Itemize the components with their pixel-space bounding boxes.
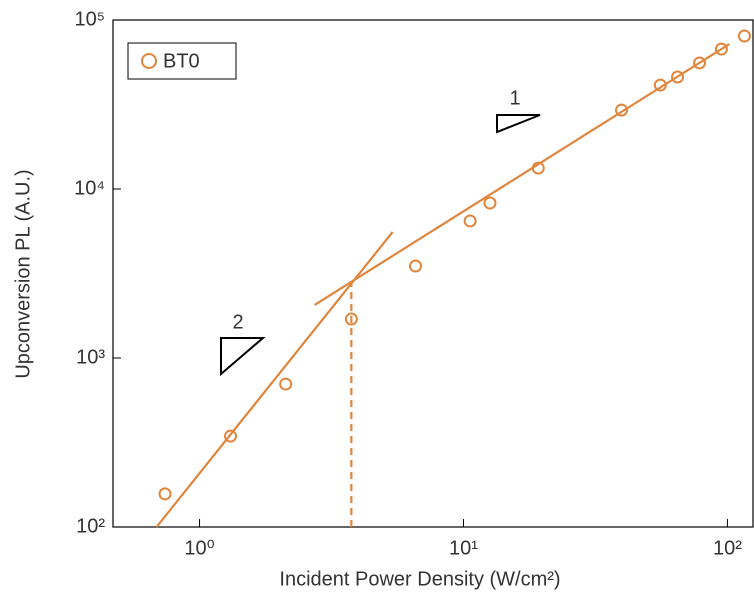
data-point — [693, 56, 707, 70]
legend-marker — [141, 53, 157, 69]
fit-line — [155, 231, 394, 528]
data-point — [714, 42, 728, 56]
data-point — [615, 103, 629, 117]
annotation: 2 — [232, 311, 243, 333]
annotation: 1 — [509, 87, 520, 109]
plot-frame — [112, 19, 754, 528]
x-tick-label: 10¹ — [449, 537, 478, 559]
slope-triangle — [496, 114, 541, 134]
legend-box — [127, 42, 237, 80]
data-point — [653, 78, 667, 92]
fit-line — [314, 43, 730, 306]
data-point — [737, 29, 751, 43]
x-tick-label: 10⁰ — [184, 537, 214, 559]
data-point — [531, 161, 545, 175]
data-point — [671, 70, 685, 84]
data-point — [409, 259, 423, 273]
x-tick-label: 10² — [713, 537, 742, 559]
y-tick-label: 10⁴ — [74, 177, 105, 199]
y-tick-label: 10⁵ — [74, 8, 105, 30]
y-tick-label: 10³ — [76, 346, 105, 368]
data-point — [483, 196, 497, 210]
data-point — [158, 487, 172, 501]
data-point — [279, 377, 293, 391]
data-point — [344, 312, 358, 326]
legend-label: BT0 — [163, 50, 200, 72]
x-axis-label: Incident Power Density (W/cm²) — [279, 568, 560, 590]
data-point — [463, 214, 477, 228]
data-point — [223, 429, 237, 443]
y-axis-label: Upconversion PL (A.U.) — [12, 169, 34, 378]
y-tick-label: 10² — [76, 515, 105, 537]
slope-triangle — [220, 337, 266, 377]
